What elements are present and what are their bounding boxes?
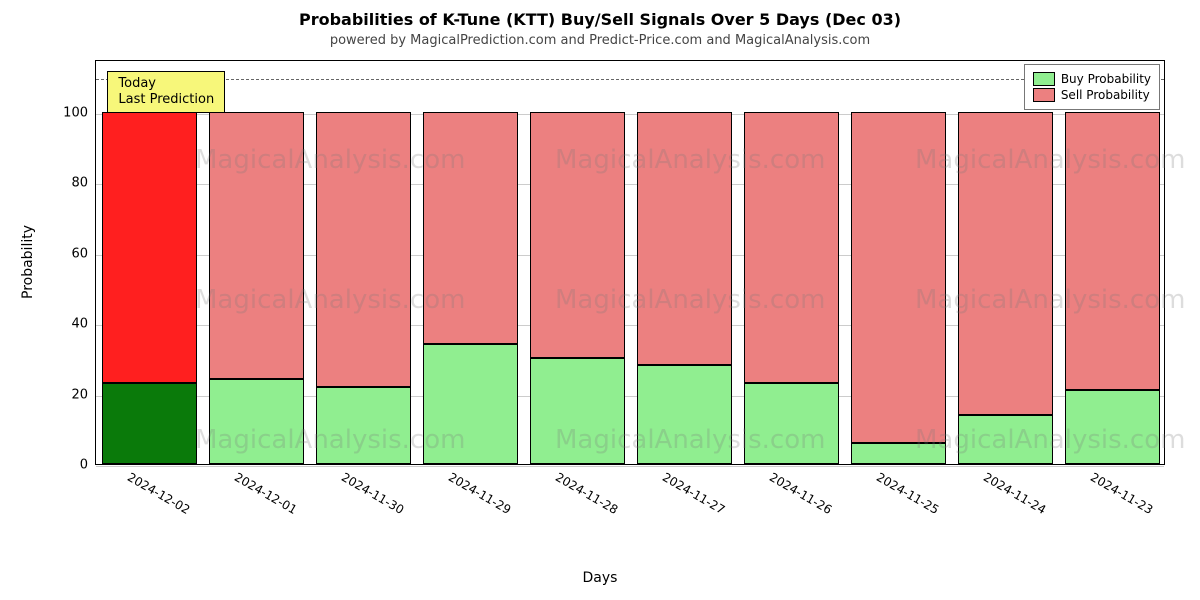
x-tick-label: 2024-12-02	[125, 470, 192, 517]
sell-bar	[423, 112, 517, 344]
sell-bar	[316, 112, 410, 387]
y-tick-label: 40	[48, 317, 88, 332]
buy-bar	[1065, 390, 1159, 464]
x-tick-label: 2024-11-25	[874, 470, 941, 517]
legend-swatch	[1033, 72, 1055, 86]
y-tick-label: 60	[48, 246, 88, 261]
gridline	[96, 466, 1164, 467]
sell-bar	[851, 112, 945, 443]
x-tick-label: 2024-12-01	[232, 470, 299, 517]
legend-label: Sell Probability	[1061, 88, 1150, 102]
sell-bar	[209, 112, 303, 380]
buy-bar	[851, 443, 945, 464]
chart-title: Probabilities of K-Tune (KTT) Buy/Sell S…	[0, 0, 1200, 29]
legend-label: Buy Probability	[1061, 72, 1151, 86]
x-tick-label: 2024-11-23	[1088, 470, 1155, 517]
sell-bar	[637, 112, 731, 366]
x-tick-label: 2024-11-30	[339, 470, 406, 517]
buy-bar	[958, 415, 1052, 464]
sell-bar	[1065, 112, 1159, 390]
x-tick-label: 2024-11-28	[553, 470, 620, 517]
today-annotation-line1: Today	[118, 76, 214, 92]
sell-bar	[744, 112, 838, 383]
x-tick-label: 2024-11-24	[981, 470, 1048, 517]
sell-bar	[102, 112, 196, 383]
sell-bar	[530, 112, 624, 359]
y-tick-label: 20	[48, 387, 88, 402]
legend-swatch	[1033, 88, 1055, 102]
legend: Buy Probability Sell Probability	[1024, 64, 1160, 110]
x-tick-label: 2024-11-27	[660, 470, 727, 517]
plot-area	[95, 60, 1165, 465]
sell-bar	[958, 112, 1052, 415]
x-axis-label: Days	[0, 570, 1200, 586]
legend-item: Buy Probability	[1033, 72, 1151, 86]
today-annotation-line2: Last Prediction	[118, 92, 214, 108]
x-tick-label: 2024-11-26	[767, 470, 834, 517]
legend-item: Sell Probability	[1033, 88, 1151, 102]
buy-bar	[530, 358, 624, 464]
buy-bar	[102, 383, 196, 464]
y-tick-label: 80	[48, 176, 88, 191]
y-tick-label: 100	[48, 105, 88, 120]
buy-bar	[209, 379, 303, 464]
buy-bar	[637, 365, 731, 464]
buy-bar	[316, 387, 410, 464]
y-tick-label: 0	[48, 458, 88, 473]
buy-bar	[744, 383, 838, 464]
x-tick-label: 2024-11-29	[446, 470, 513, 517]
today-annotation: Today Last Prediction	[107, 71, 225, 114]
buy-bar	[423, 344, 517, 464]
y-axis-label: Probability	[20, 225, 36, 299]
reference-line	[96, 79, 1164, 80]
chart-subtitle: powered by MagicalPrediction.com and Pre…	[0, 29, 1200, 48]
